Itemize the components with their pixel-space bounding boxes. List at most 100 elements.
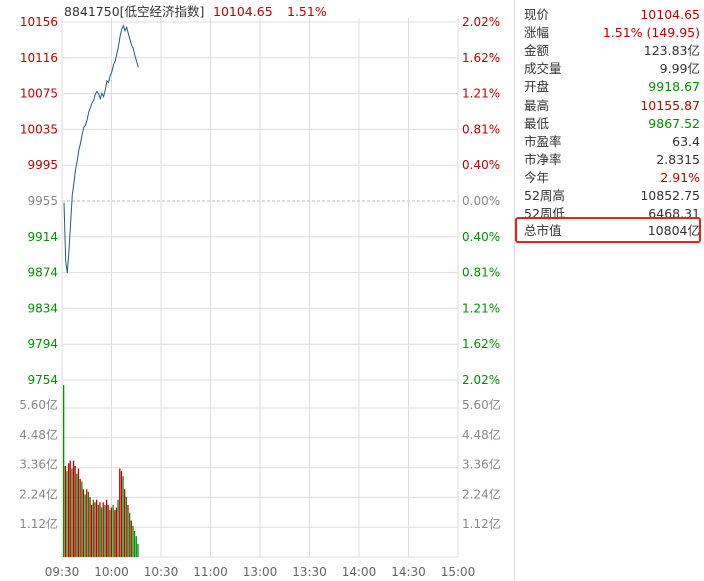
quote-row: 开盘 9918.67	[524, 78, 702, 96]
volume-bar	[97, 504, 99, 557]
volume-bars	[63, 385, 139, 558]
volume-bar	[120, 471, 123, 557]
volume-bar	[129, 512, 131, 557]
time-tick-label: 10:00	[94, 565, 129, 579]
price-tick-label: 9874	[27, 266, 58, 280]
volume-bar	[117, 499, 119, 557]
volume-bar	[122, 476, 124, 557]
time-tick-label: 14:00	[342, 565, 377, 579]
price-line	[63, 24, 139, 274]
price-tick-label: 10035	[20, 122, 58, 136]
quote-value: 2.8315	[656, 151, 700, 167]
quote-row: 最低 9867.52	[524, 115, 702, 133]
price-tick-label: 9995	[27, 158, 58, 172]
volume-bar	[72, 460, 75, 557]
time-tick-label: 09:30	[45, 565, 80, 579]
volume-tick-label: 3.36亿	[19, 457, 58, 472]
quote-panel: 现价 10104.65 涨幅 1.51% (149.95) 金额 123.83亿 成交量 9.…	[516, 0, 704, 581]
volume-bar	[69, 460, 71, 557]
volume-bar	[133, 531, 136, 557]
volume-bar	[92, 499, 94, 557]
volume-tick-label: 2.24亿	[462, 486, 501, 501]
volume-bar	[87, 491, 90, 557]
pct-tick-label: 0.40%	[462, 158, 500, 172]
price-tick-label: 10156	[20, 15, 58, 29]
volume-bar	[100, 507, 103, 557]
quote-label: 52周高	[524, 188, 565, 203]
quote-value: 10852.75	[640, 188, 700, 203]
volume-bar	[71, 468, 73, 557]
pct-tick-label: 1.21%	[462, 301, 500, 315]
quote-row: 市净率 2.8315	[524, 151, 702, 169]
volume-bar	[79, 478, 81, 557]
volume-bar	[105, 499, 108, 557]
volume-tick-label: 1.12亿	[462, 516, 501, 531]
quote-value: 9867.52	[648, 115, 700, 131]
quote-row: 现价 10104.65	[524, 6, 702, 24]
volume-tick-label: 4.48亿	[462, 427, 501, 442]
volume-tick-label: 4.48亿	[19, 427, 58, 442]
volume-bar	[124, 489, 126, 557]
volume-bar	[104, 504, 106, 557]
pct-tick-label: 0.81%	[462, 122, 500, 136]
quote-label: 金额	[524, 43, 550, 59]
pct-tick-label: 1.21%	[462, 87, 500, 101]
volume-tick-label: 5.60亿	[462, 397, 501, 412]
quote-label: 今年	[524, 169, 550, 185]
time-tick-label: 13:30	[292, 565, 327, 579]
price-tick-label: 10075	[20, 87, 58, 101]
volume-axis-left: 5.60亿 4.48亿 3.36亿 2.24亿 1.12亿	[19, 397, 58, 531]
pct-tick-label: 2.02%	[462, 15, 500, 29]
price-axis-left: 10156 10116 10075 10035 9995 9955 9914 9874 9834…	[20, 15, 58, 387]
quote-row: 涨幅 1.51% (149.95)	[524, 24, 702, 42]
time-tick-label: 13:00	[243, 565, 278, 579]
volume-bar	[86, 489, 88, 557]
pct-tick-label: 0.81%	[462, 266, 500, 280]
volume-bar	[127, 504, 129, 557]
intraday-chart[interactable]: 10156 10116 10075 10035 9995 9955 9914 9874 9834…	[0, 0, 512, 581]
volume-bar	[99, 502, 101, 557]
quote-row: 52周高 10852.75	[524, 187, 702, 205]
volume-bar	[66, 471, 68, 557]
volume-bar	[137, 544, 139, 557]
volume-bar	[114, 510, 116, 557]
quote-label: 现价	[524, 7, 550, 22]
volume-bar	[96, 499, 98, 557]
highlight-box-market-cap	[515, 217, 701, 243]
volume-bar	[63, 385, 65, 557]
volume-tick-label: 2.24亿	[19, 486, 58, 501]
quote-value: 9918.67	[648, 79, 700, 95]
volume-bar	[68, 463, 70, 558]
quote-row: 总市值 10804亿	[524, 222, 702, 240]
volume-tick-label: 5.60亿	[19, 397, 58, 412]
header-price: 10104.65	[213, 4, 273, 19]
volume-bar	[107, 504, 109, 557]
volume-bar	[119, 468, 121, 557]
quote-value: 10804亿	[647, 223, 700, 238]
volume-tick-label: 1.12亿	[19, 516, 58, 531]
volume-bar	[132, 525, 134, 558]
volume-axis-right: 5.60亿 4.48亿 3.36亿 2.24亿 1.12亿	[462, 397, 501, 531]
header-change-pct: 1.51%	[287, 4, 327, 19]
price-tick-label: 9754	[27, 373, 58, 387]
volume-bar	[110, 507, 113, 557]
volume-bar	[115, 507, 118, 557]
price-tick-label: 10116	[20, 51, 58, 65]
price-tick-label: 9914	[27, 230, 58, 244]
quote-label: 总市值	[524, 223, 562, 238]
time-axis: 09:30 10:00 10:30 11:00 13:00 13:30 14:00 14:30…	[45, 565, 476, 579]
quote-label: 成交量	[524, 61, 562, 77]
time-tick-label: 15:00	[441, 565, 476, 579]
volume-bar	[135, 536, 137, 557]
volume-bar	[109, 510, 111, 557]
time-tick-label: 14:30	[391, 565, 426, 579]
volume-bar	[74, 465, 76, 557]
pct-axis-right: 2.02% 1.62% 1.21% 0.81% 0.40% 0.00% 0.40% 0.81%…	[462, 15, 500, 387]
pct-tick-label: 0.40%	[462, 230, 500, 244]
quote-row: 成交量 9.99亿	[524, 60, 702, 78]
time-tick-label: 10:30	[144, 565, 179, 579]
volume-bar	[102, 502, 104, 557]
volume-tick-label: 3.36亿	[462, 457, 501, 472]
volume-bar	[81, 481, 83, 557]
quote-value: 2.91%	[660, 169, 700, 185]
